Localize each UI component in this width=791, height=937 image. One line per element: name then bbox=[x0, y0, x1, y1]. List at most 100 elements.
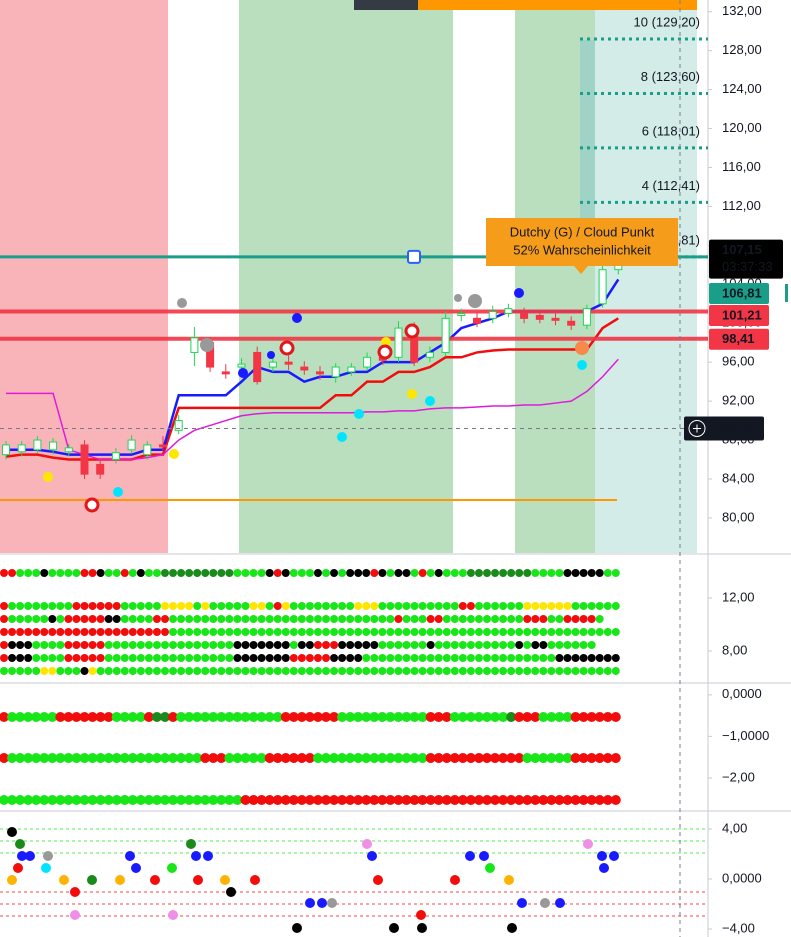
status-dot bbox=[305, 615, 314, 623]
status-dot bbox=[217, 628, 226, 636]
status-dot bbox=[305, 641, 314, 649]
status-dot bbox=[96, 569, 105, 577]
status-dot bbox=[562, 712, 573, 722]
status-dot bbox=[483, 654, 491, 662]
oscillator-dot bbox=[70, 887, 80, 897]
status-dot bbox=[587, 641, 596, 649]
status-dot bbox=[579, 667, 588, 675]
signal-dot bbox=[577, 360, 587, 370]
status-dot bbox=[201, 628, 210, 636]
status-dot bbox=[56, 641, 65, 649]
status-dot bbox=[297, 569, 306, 577]
status-dot bbox=[491, 667, 500, 675]
signal-dot bbox=[169, 449, 179, 459]
candle-body bbox=[520, 312, 529, 319]
status-dot bbox=[386, 615, 395, 623]
status-dot bbox=[24, 602, 33, 610]
status-dot bbox=[442, 641, 451, 649]
status-dot bbox=[63, 795, 74, 805]
status-dot bbox=[55, 795, 66, 805]
status-dot bbox=[523, 667, 532, 675]
status-dot bbox=[594, 753, 605, 763]
status-dot bbox=[458, 641, 467, 649]
status-dot bbox=[23, 795, 34, 805]
status-dot bbox=[587, 602, 596, 610]
status-dot bbox=[603, 602, 612, 610]
status-dot bbox=[80, 667, 89, 675]
status-dot bbox=[312, 712, 323, 722]
status-dot bbox=[434, 602, 443, 610]
status-dot bbox=[64, 667, 73, 675]
status-dot bbox=[264, 795, 275, 805]
y-tick-label: 12,00 bbox=[722, 589, 755, 604]
candle-body bbox=[33, 439, 42, 451]
status-dot bbox=[570, 712, 581, 722]
status-dot bbox=[72, 667, 81, 675]
oscillator-dot bbox=[59, 875, 69, 885]
status-dot bbox=[217, 602, 226, 610]
status-dot bbox=[104, 628, 113, 636]
status-dot bbox=[8, 654, 17, 662]
status-dot bbox=[410, 602, 419, 610]
status-dot bbox=[539, 654, 548, 662]
status-dot bbox=[466, 654, 475, 662]
status-dot bbox=[595, 667, 604, 675]
status-dot bbox=[595, 569, 604, 577]
status-dot bbox=[104, 615, 113, 623]
status-dot bbox=[402, 654, 411, 662]
status-dot bbox=[313, 628, 322, 636]
status-dot bbox=[160, 753, 170, 763]
status-dot bbox=[80, 641, 89, 649]
status-dot bbox=[177, 654, 186, 662]
status-dot bbox=[499, 654, 508, 662]
oscillator-dot bbox=[485, 863, 495, 873]
status-dot bbox=[112, 615, 121, 623]
side-marker bbox=[785, 284, 788, 302]
status-dot bbox=[611, 628, 620, 636]
status-dot bbox=[474, 615, 483, 623]
status-dot bbox=[507, 641, 516, 649]
status-dot bbox=[362, 602, 371, 610]
status-dot bbox=[217, 569, 226, 577]
status-dot bbox=[354, 569, 363, 577]
status-dot bbox=[442, 569, 451, 577]
status-dot bbox=[241, 654, 250, 662]
signal-ring bbox=[404, 323, 420, 339]
status-dot bbox=[531, 667, 540, 675]
status-dot bbox=[507, 654, 516, 662]
status-dot bbox=[531, 654, 540, 662]
status-dot bbox=[491, 641, 500, 649]
status-dot bbox=[499, 641, 508, 649]
status-dot bbox=[571, 667, 580, 675]
status-dot bbox=[40, 569, 49, 577]
status-dot bbox=[297, 628, 306, 636]
status-dot bbox=[161, 569, 169, 577]
status-dot bbox=[530, 753, 541, 763]
status-dot bbox=[418, 602, 427, 610]
status-dot bbox=[611, 569, 620, 577]
status-dot bbox=[531, 628, 540, 636]
oscillator-dot bbox=[15, 839, 25, 849]
status-dot bbox=[64, 602, 73, 610]
status-dot bbox=[265, 667, 274, 675]
status-dot bbox=[362, 654, 371, 662]
status-dot bbox=[209, 569, 218, 577]
status-dot bbox=[354, 641, 363, 649]
status-dot bbox=[40, 654, 49, 662]
status-dot bbox=[209, 615, 218, 623]
status-dot bbox=[119, 795, 130, 805]
status-dot bbox=[491, 569, 500, 577]
status-dot bbox=[39, 753, 50, 763]
status-dot bbox=[313, 569, 322, 577]
status-dot bbox=[530, 795, 541, 805]
status-dot bbox=[79, 795, 90, 805]
status-dot bbox=[370, 602, 379, 610]
signal-dot bbox=[113, 487, 123, 497]
status-dot bbox=[338, 628, 347, 636]
status-dot bbox=[241, 667, 250, 675]
tooltip-pointer bbox=[574, 266, 588, 274]
line-handle bbox=[407, 249, 421, 264]
status-dot bbox=[265, 628, 274, 636]
status-dot bbox=[425, 753, 436, 763]
status-dot bbox=[409, 795, 420, 805]
